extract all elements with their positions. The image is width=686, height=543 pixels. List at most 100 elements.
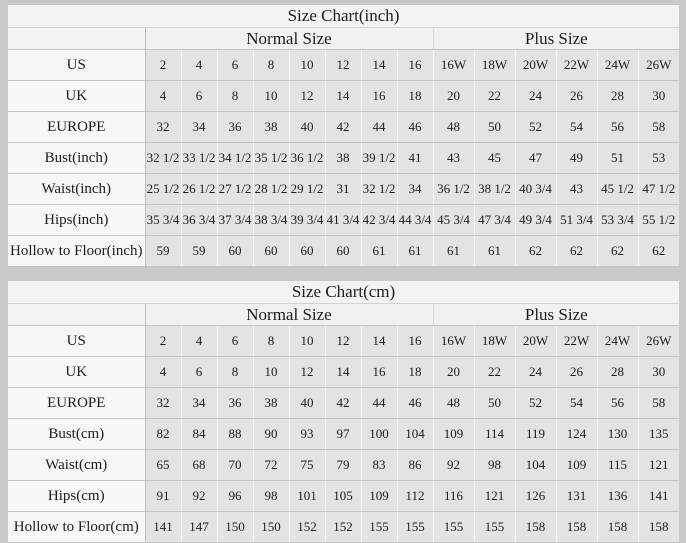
size-value-cell: 20W: [515, 325, 557, 357]
size-value-cell: 116: [433, 480, 475, 512]
size-value-cell: 44 3/4: [397, 204, 434, 236]
size-value-cell: 18W: [474, 325, 516, 357]
size-value-cell: 16: [397, 49, 434, 81]
size-value-cell: 93: [289, 418, 326, 450]
size-value-cell: 52: [515, 387, 557, 419]
size-value-cell: 50: [474, 387, 516, 419]
size-value-cell: 105: [325, 480, 362, 512]
size-value-cell: 6: [217, 325, 254, 357]
size-value-cell: 18: [397, 80, 434, 112]
size-value-cell: 50: [474, 111, 516, 143]
table-row: Hollow to Floor(inch) 59 59 60 60 60 60 61 61 61 6…: [8, 235, 680, 267]
size-value-cell: 16: [361, 80, 398, 112]
row-label: Bust(inch): [8, 142, 146, 174]
size-value-cell: 36: [217, 111, 254, 143]
size-value-cell: 8: [217, 356, 254, 388]
size-value-cell: 141: [638, 480, 680, 512]
group-header-row: Normal Size Plus Size: [8, 27, 680, 50]
size-value-cell: 136: [597, 480, 639, 512]
size-value-cell: 42: [325, 111, 362, 143]
size-value-cell: 114: [474, 418, 516, 450]
size-value-cell: 32: [145, 387, 182, 419]
size-value-cell: 96: [217, 480, 254, 512]
size-value-cell: 61: [433, 235, 475, 267]
row-label: EUROPE: [8, 387, 146, 419]
size-value-cell: 48: [433, 387, 475, 419]
size-value-cell: 20: [433, 80, 475, 112]
size-value-cell: 10: [289, 325, 326, 357]
size-value-cell: 45 1/2: [597, 173, 639, 205]
row-label: Hips(cm): [8, 480, 146, 512]
size-value-cell: 16: [361, 356, 398, 388]
table-row: US 2 4 6 8 10 12 14 16 16W 18W 20W 22W 24W 26W: [8, 325, 680, 357]
size-value-cell: 58: [638, 111, 680, 143]
size-value-cell: 36 1/2: [289, 142, 326, 174]
size-value-cell: 100: [361, 418, 398, 450]
size-value-cell: 49 3/4: [515, 204, 557, 236]
plus-size-header: Plus Size: [433, 303, 680, 326]
size-value-cell: 155: [397, 511, 434, 543]
size-value-cell: 27 1/2: [217, 173, 254, 205]
table-title-row: Size Chart(inch): [8, 5, 680, 28]
size-value-cell: 92: [433, 449, 475, 481]
size-value-cell: 115: [597, 449, 639, 481]
table-row: Hips(cm) 91 92 96 98 101 105 109 112 116 121 126 131…: [8, 480, 680, 512]
size-value-cell: 24: [515, 80, 557, 112]
size-value-cell: 34: [181, 111, 218, 143]
size-value-cell: 26 1/2: [181, 173, 218, 205]
size-value-cell: 22W: [556, 325, 598, 357]
size-value-cell: 79: [325, 449, 362, 481]
table-row: Waist(inch) 25 1/2 26 1/2 27 1/2 28 1/2 29 1/…: [8, 173, 680, 205]
size-value-cell: 16W: [433, 49, 475, 81]
size-chart-cm-table: Size Chart(cm) Normal Size Plus Size US 2 4 6 8…: [8, 281, 680, 543]
size-value-cell: 16: [397, 325, 434, 357]
size-value-cell: 28 1/2: [253, 173, 290, 205]
size-value-cell: 33 1/2: [181, 142, 218, 174]
size-value-cell: 6: [181, 80, 218, 112]
size-value-cell: 104: [397, 418, 434, 450]
table-row: Hips(inch) 35 3/4 36 3/4 37 3/4 38 3/4 39 3/4…: [8, 204, 680, 236]
size-value-cell: 35 3/4: [145, 204, 182, 236]
table-row: Hollow to Floor(cm) 141 147 150 150 152 152 155…: [8, 511, 680, 543]
size-value-cell: 30: [638, 80, 680, 112]
size-value-cell: 119: [515, 418, 557, 450]
size-value-cell: 40: [289, 387, 326, 419]
size-value-cell: 24W: [597, 325, 639, 357]
row-label: UK: [8, 356, 146, 388]
size-value-cell: 65: [145, 449, 182, 481]
size-value-cell: 68: [181, 449, 218, 481]
size-value-cell: 31: [325, 173, 362, 205]
size-value-cell: 62: [515, 235, 557, 267]
size-value-cell: 34 1/2: [217, 142, 254, 174]
size-value-cell: 46: [397, 111, 434, 143]
size-value-cell: 10: [253, 356, 290, 388]
size-value-cell: 54: [556, 387, 598, 419]
size-value-cell: 147: [181, 511, 218, 543]
size-value-cell: 86: [397, 449, 434, 481]
size-value-cell: 14: [361, 325, 398, 357]
size-value-cell: 130: [597, 418, 639, 450]
size-value-cell: 39 1/2: [361, 142, 398, 174]
size-value-cell: 38: [253, 387, 290, 419]
table-row: UK 4 6 8 10 12 14 16 18 20 22 24 26 28 30: [8, 356, 680, 388]
size-value-cell: 58: [638, 387, 680, 419]
group-header-row: Normal Size Plus Size: [8, 303, 680, 326]
size-value-cell: 109: [556, 449, 598, 481]
size-value-cell: 32 1/2: [361, 173, 398, 205]
size-value-cell: 121: [474, 480, 516, 512]
corner-blank-cell: [8, 27, 146, 50]
size-value-cell: 51 3/4: [556, 204, 598, 236]
size-value-cell: 60: [217, 235, 254, 267]
size-value-cell: 62: [597, 235, 639, 267]
size-value-cell: 40: [289, 111, 326, 143]
size-value-cell: 155: [433, 511, 475, 543]
size-value-cell: 22: [474, 80, 516, 112]
size-value-cell: 6: [217, 49, 254, 81]
size-value-cell: 88: [217, 418, 254, 450]
size-value-cell: 42: [325, 387, 362, 419]
size-value-cell: 32 1/2: [145, 142, 182, 174]
size-value-cell: 91: [145, 480, 182, 512]
size-value-cell: 24W: [597, 49, 639, 81]
size-value-cell: 61: [397, 235, 434, 267]
